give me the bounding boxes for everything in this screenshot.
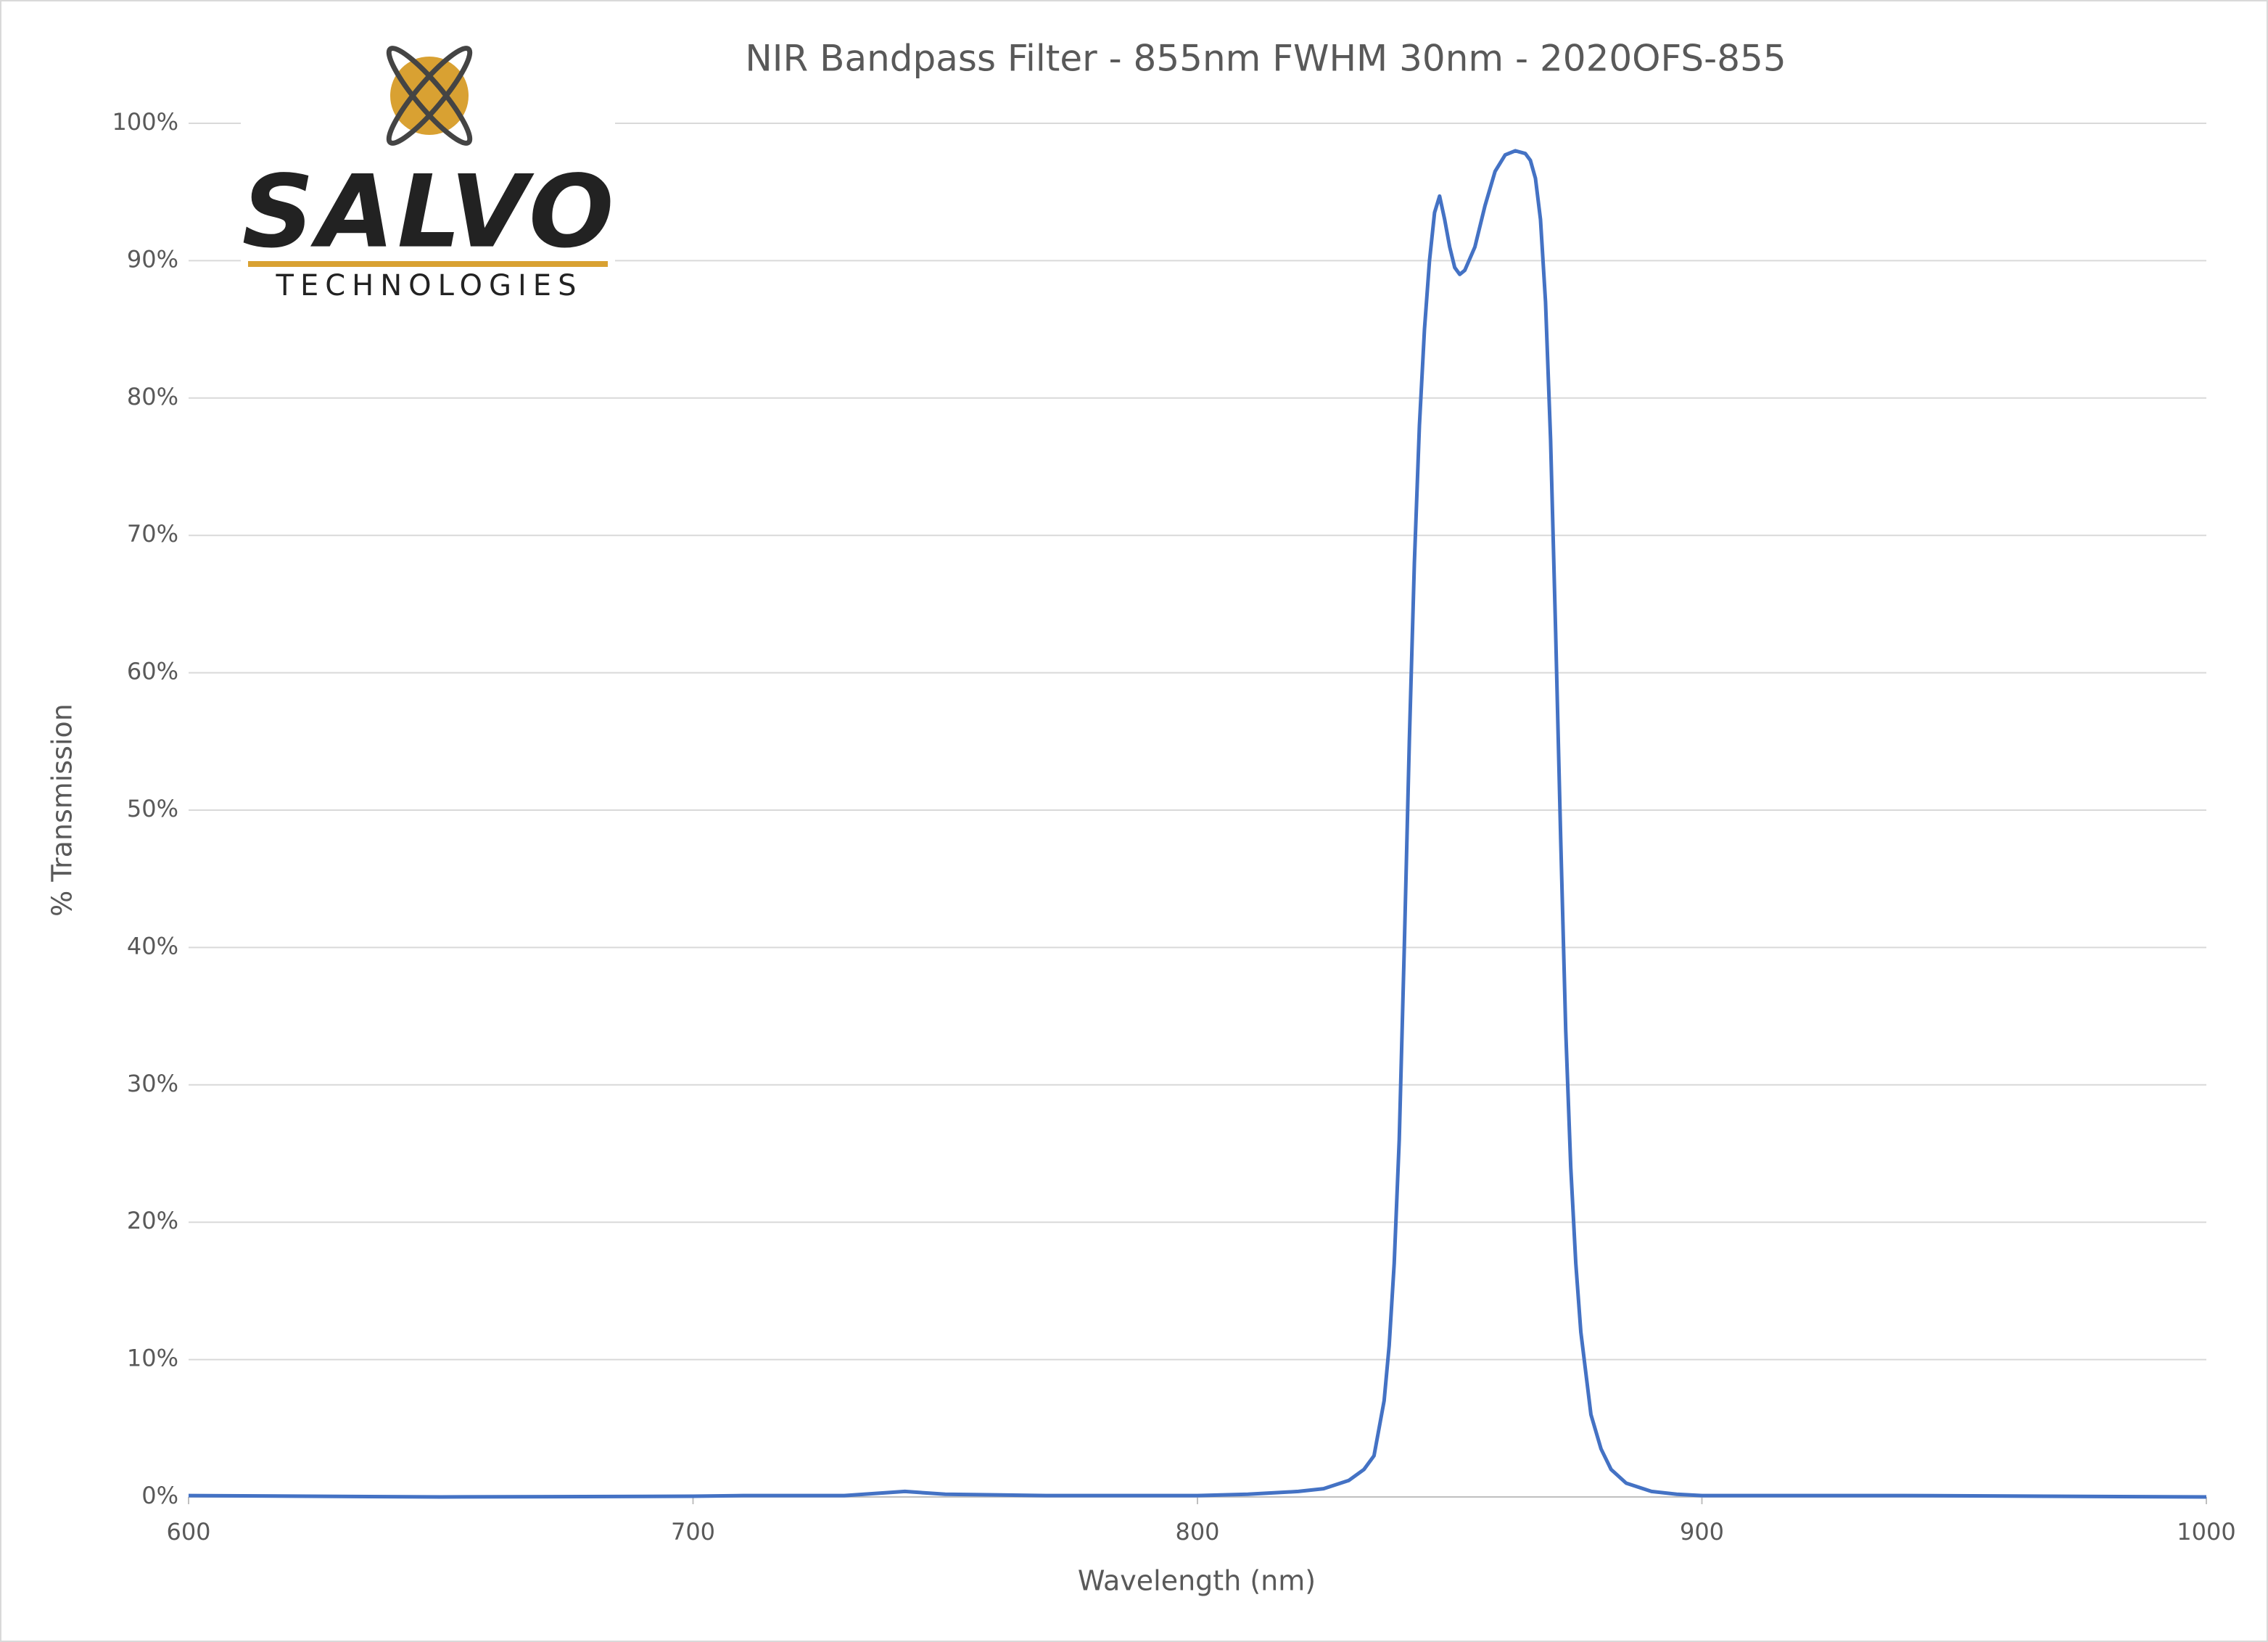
y-tick-label: 10% [127, 1345, 178, 1372]
logo: SALVO TECHNOLOGIES [241, 42, 617, 305]
logo-circle [390, 57, 469, 135]
x-tick-label: 800 [1175, 1518, 1219, 1546]
y-tick-label: 60% [127, 658, 178, 685]
logo-orbit [386, 46, 473, 146]
x-tick-label: 900 [1680, 1518, 1724, 1546]
y-tick-label: 90% [127, 245, 178, 273]
y-tick-label: 100% [112, 108, 178, 136]
y-tick-label: 20% [127, 1207, 178, 1234]
data-line [188, 149, 2207, 1499]
logo-orbit [386, 46, 473, 146]
y-tick-label: 0% [141, 1482, 178, 1509]
x-axis-label: Wavelength (nm) [1078, 1565, 1316, 1597]
x-tick-label: 700 [671, 1518, 715, 1546]
logo-tagline: TECHNOLOGIES [276, 269, 583, 302]
y-tick-label: 40% [127, 932, 178, 960]
y-tick-label: 70% [127, 520, 178, 548]
logo-rule [248, 261, 608, 267]
x-tick-label: 1000 [2177, 1518, 2235, 1546]
logo-name: SALVO [242, 154, 617, 271]
y-axis-label: % Transmission [46, 704, 78, 917]
x-tick-label: 600 [166, 1518, 210, 1546]
y-tick-label: 80% [127, 383, 178, 410]
y-tick-label: 50% [127, 795, 178, 822]
chart-title: NIR Bandpass Filter - 855nm FWHM 30nm - … [745, 38, 1786, 80]
y-tick-label: 30% [127, 1070, 178, 1097]
